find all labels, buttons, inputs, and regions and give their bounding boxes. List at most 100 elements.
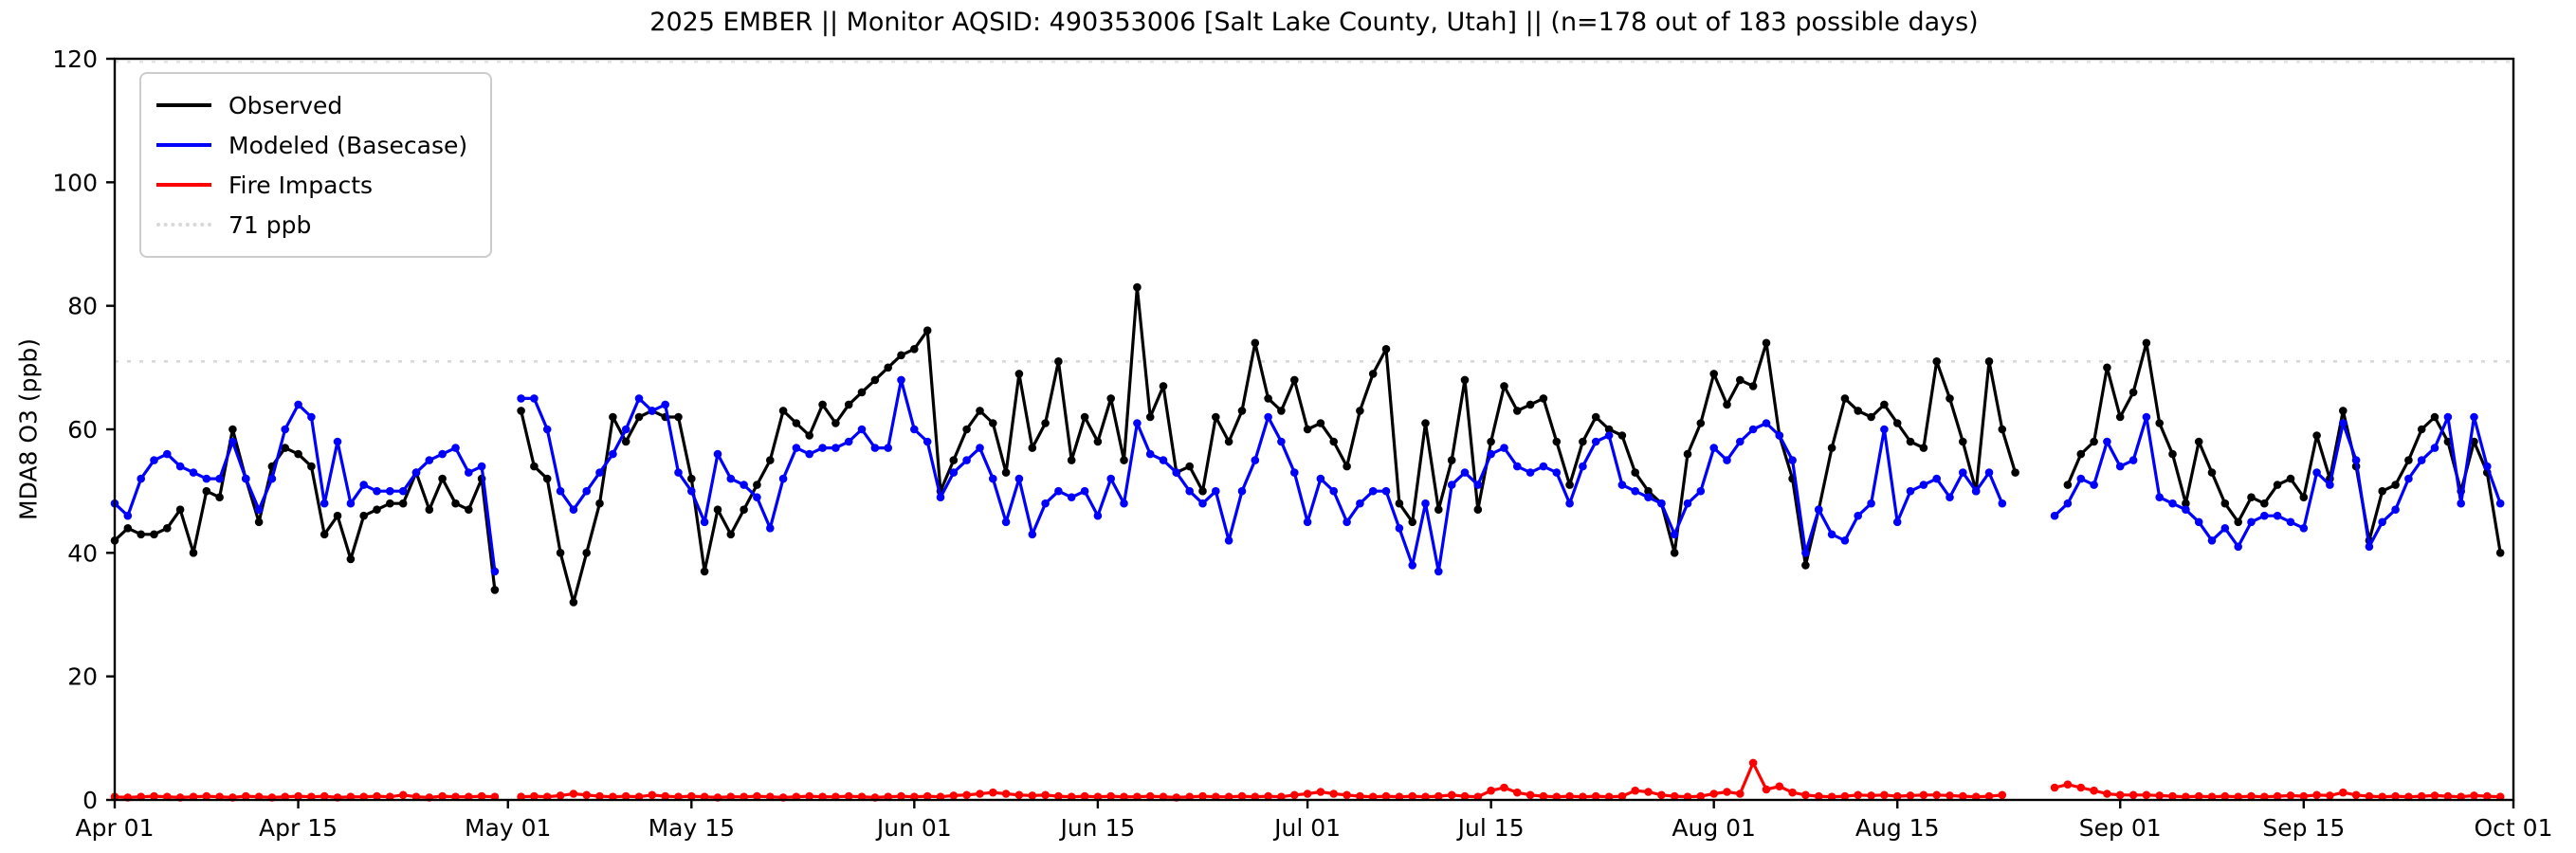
series-observed-marker (989, 419, 997, 427)
legend-label: 71 ppb (228, 210, 312, 239)
series-fire-marker (595, 791, 604, 801)
series-observed-marker (582, 549, 591, 557)
series-modeled-marker (1591, 437, 1600, 446)
series-fire-marker (2142, 790, 2151, 800)
series-modeled-marker (175, 462, 185, 471)
series-observed-marker (1801, 561, 1810, 570)
series-observed-line (113, 427, 497, 592)
series-observed-marker (792, 419, 801, 427)
series-fire-marker (202, 791, 211, 801)
series-fire-marker (2090, 786, 2098, 795)
series-observed-marker (962, 425, 971, 434)
series-observed-marker (1329, 437, 1338, 446)
series-observed-marker (556, 549, 565, 557)
series-modeled-marker (2299, 524, 2309, 533)
series-observed-marker (884, 363, 892, 372)
series-modeled-marker (884, 444, 892, 452)
series-fire-marker (1762, 785, 1771, 794)
series-modeled-marker (870, 444, 880, 452)
series-fire-marker (2050, 783, 2059, 792)
series-modeled-marker (1368, 486, 1378, 496)
series-modeled-marker (1381, 486, 1391, 496)
series-fire-marker (962, 790, 971, 800)
y-tick-label: 120 (52, 45, 98, 73)
series-modeled-marker (530, 394, 539, 403)
series-observed-marker (1552, 437, 1562, 446)
series-modeled-marker (1919, 481, 1928, 489)
series-modeled-marker (1329, 486, 1338, 496)
series-observed-marker (1014, 370, 1024, 378)
series-observed-marker (1212, 412, 1220, 422)
series-fire-marker (1815, 791, 1823, 801)
series-observed-marker (1001, 468, 1011, 477)
series-observed-marker (1368, 370, 1378, 378)
series-modeled-marker (1277, 437, 1286, 446)
series-observed-marker (1343, 462, 1351, 471)
series-modeled-marker (2326, 481, 2334, 489)
series-modeled-marker (1539, 462, 1548, 471)
series-modeled-marker (2115, 462, 2125, 471)
series-observed-marker (2430, 412, 2439, 422)
series-modeled-marker (1670, 530, 1679, 539)
series-observed-marker (1579, 437, 1587, 446)
series-observed-marker (398, 499, 408, 508)
series-modeled-marker (2457, 499, 2465, 508)
series-modeled-marker (778, 474, 788, 483)
series-modeled-marker (123, 511, 133, 520)
series-modeled-marker (2260, 511, 2269, 520)
series-modeled-marker (1014, 474, 1024, 483)
series-modeled-marker (1408, 561, 1416, 570)
series-modeled-marker (1946, 493, 1954, 501)
series-observed-marker (1434, 505, 1443, 514)
series-modeled-marker (962, 456, 971, 464)
series-observed-marker (1840, 394, 1850, 403)
series-fire-marker (1539, 791, 1548, 801)
series-fire-marker (373, 791, 381, 801)
series-fire-marker (661, 791, 669, 801)
series-observed-marker (753, 481, 761, 489)
series-observed-marker (2182, 499, 2190, 508)
series-modeled-marker (1290, 468, 1299, 477)
series-modeled-marker (320, 499, 329, 508)
series-modeled-marker (1237, 486, 1247, 496)
series-observed-marker (1106, 394, 1115, 403)
series-modeled-marker (1552, 468, 1562, 477)
series-observed-marker (2220, 499, 2230, 508)
series-observed-marker (870, 375, 880, 385)
series-modeled-marker (713, 449, 722, 459)
series-modeled-marker (465, 468, 473, 477)
series-fire-marker (1381, 791, 1391, 801)
series-modeled-marker (936, 493, 945, 501)
series-modeled-marker (1709, 444, 1718, 452)
series-fire-marker (1670, 791, 1679, 801)
series-fire-marker (1526, 790, 1535, 800)
series-modeled-marker (1617, 481, 1627, 489)
series-modeled-marker (1106, 474, 1115, 483)
series-fire-marker (1408, 791, 1416, 801)
series-modeled-marker (700, 517, 709, 527)
series-fire-marker (1264, 791, 1272, 801)
series-observed-marker (1395, 499, 1404, 508)
series-modeled-marker (1840, 536, 1850, 545)
series-observed-marker (1251, 338, 1260, 348)
series-modeled-marker (1028, 530, 1037, 539)
series-observed-marker (595, 499, 604, 508)
series-modeled-marker (1395, 524, 1404, 533)
series-fire-marker (1801, 790, 1810, 800)
series-modeled-marker (1054, 486, 1063, 496)
legend-item-modeled: Modeled (Basecase) (156, 125, 467, 165)
series-fire-marker (2443, 791, 2453, 801)
series-modeled-marker (726, 474, 736, 483)
x-tick-label: Jul 15 (1456, 814, 1525, 842)
series-modeled-marker (1041, 499, 1050, 508)
series-modeled-marker (451, 444, 460, 452)
series-observed-marker (1159, 382, 1168, 390)
series-modeled-marker (1892, 517, 1902, 527)
series-fire-marker (569, 789, 578, 798)
series-observed-marker (2155, 419, 2164, 427)
series-observed-marker (1762, 338, 1771, 348)
series-fire-marker (1736, 789, 1745, 798)
series-fire-marker (2430, 791, 2439, 800)
series-modeled-marker (1788, 456, 1797, 464)
series-fire-marker (621, 791, 630, 801)
